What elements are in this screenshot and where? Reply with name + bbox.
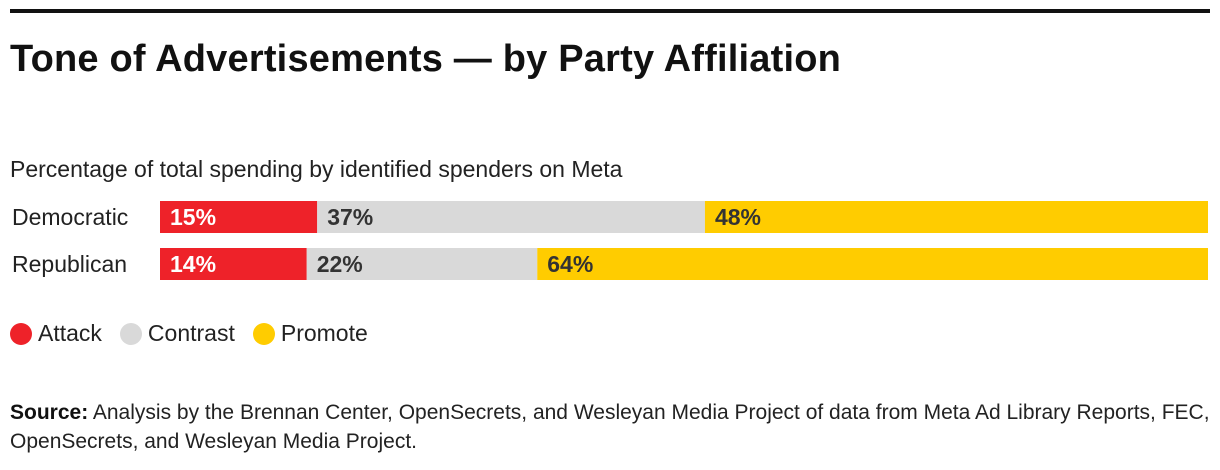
legend-swatch-attack [10, 322, 32, 345]
source-label: Source: [10, 401, 89, 424]
bar-segment-promote-republican [537, 248, 1208, 280]
source-text: Analysis by the Brennan Center, OpenSecr… [10, 401, 1210, 453]
category-label-democratic: Democratic [12, 204, 128, 230]
data-label-contrast-democratic: 37% [327, 204, 373, 230]
bar-segment-contrast-republican [306, 248, 538, 280]
legend-swatch-promote [252, 322, 275, 345]
bar-segment-attack-democratic [160, 201, 318, 233]
data-label-contrast-republican: 22% [317, 251, 363, 277]
bar-segment-contrast-democratic [317, 201, 705, 233]
chart-subtitle: Percentage of total spending by identifi… [10, 156, 623, 182]
legend-label-promote: Promote [280, 320, 368, 346]
bar-segment-attack-republican [160, 248, 307, 280]
legend-label-attack: Attack [38, 320, 102, 346]
legend-item-contrast: Contrast [119, 320, 235, 347]
top-rule [10, 9, 1210, 13]
category-label-republican: Republican [12, 251, 127, 277]
source-note: Source: Analysis by the Brennan Center, … [10, 398, 1210, 456]
chart-title: Tone of Advertisements — by Party Affili… [10, 38, 842, 80]
data-label-attack-democratic: 15% [170, 204, 216, 230]
data-label-attack-republican: 14% [170, 251, 216, 277]
legend-item-promote: Promote [252, 320, 368, 347]
data-label-promote-republican: 64% [547, 251, 593, 277]
legend: Attack Contrast Promote [10, 320, 386, 347]
legend-swatch-contrast [119, 322, 142, 345]
data-label-promote-democratic: 48% [715, 204, 761, 230]
legend-label-contrast: Contrast [147, 320, 235, 346]
legend-item-attack: Attack [10, 320, 102, 347]
bar-segment-promote-democratic [704, 201, 1208, 233]
